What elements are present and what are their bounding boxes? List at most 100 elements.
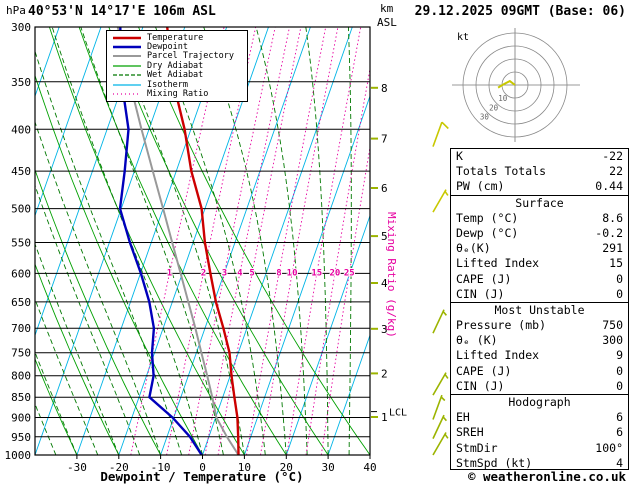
legend: Temperature Dewpoint Parcel Trajectory Dry … (106, 30, 248, 102)
stat-value: 15 (609, 256, 623, 271)
svg-text:900: 900 (11, 412, 31, 425)
svg-text:450: 450 (11, 165, 31, 178)
svg-text:0: 0 (199, 461, 206, 474)
parcel-curve (116, 27, 240, 455)
km-axis-labels: 8 7 6 5 4 3 2 1 (371, 82, 388, 424)
svg-text:750: 750 (11, 347, 31, 360)
svg-text:20: 20 (280, 461, 293, 474)
stat-row: Totals Totals 22 (451, 164, 628, 179)
stat-label: CIN (J) (456, 286, 505, 301)
svg-text:15: 15 (311, 268, 322, 278)
legend-line-sample (113, 74, 141, 76)
legend-line-sample (113, 55, 141, 58)
svg-text:10: 10 (287, 268, 298, 278)
svg-text:10: 10 (238, 461, 251, 474)
stat-section-title: Surface (451, 194, 628, 211)
stat-row: θₑ(K) 291 (451, 241, 628, 256)
legend-line-sample (113, 84, 141, 86)
svg-text:4: 4 (381, 277, 388, 290)
dewpoint-curve (118, 27, 203, 455)
stat-row: K -22 (451, 149, 628, 164)
plot-background: 1 2 3 4 5 8 10 15 20 25 (35, 27, 370, 455)
stat-label: K (456, 149, 463, 163)
svg-text:350: 350 (11, 76, 31, 89)
stat-row: CAPE (J) 0 (451, 364, 628, 379)
svg-text:300: 300 (11, 21, 31, 34)
stat-row: θₑ (K) 300 (451, 333, 628, 348)
copyright: © weatheronline.co.uk (467, 469, 626, 484)
stat-label: StmSpd (kt) (456, 455, 533, 470)
stat-label: EH (456, 410, 470, 425)
stat-label: CIN (J) (456, 378, 505, 393)
wind-barbs (432, 121, 449, 456)
stat-value: 6 (616, 410, 623, 425)
legend-label: Isotherm (147, 79, 188, 90)
svg-text:-30: -30 (67, 461, 87, 474)
svg-text:800: 800 (11, 370, 31, 383)
stat-section-title: Most Unstable (451, 301, 628, 318)
stat-value: -0.2 (595, 225, 623, 240)
km-unit-label: km (380, 2, 394, 15)
stat-label: PW (cm) (456, 179, 505, 194)
legend-item: Dry Adiabat (107, 61, 247, 71)
legend-line-sample (113, 45, 141, 49)
mixing-ratio-axis-label: Mixing Ratio (g/kg) (385, 212, 398, 338)
svg-text:-20: -20 (109, 461, 129, 474)
legend-label: Dewpoint (147, 42, 188, 53)
stat-row: StmDir 100° (451, 441, 628, 456)
stat-section-title: Hodograph (451, 394, 628, 410)
svg-text:2: 2 (201, 268, 206, 278)
stat-row: Pressure (mb) 750 (451, 318, 628, 333)
svg-text:2: 2 (381, 367, 388, 380)
stat-label: Temp (°C) (456, 210, 519, 225)
svg-text:6: 6 (381, 182, 388, 195)
stat-value: 100° (595, 440, 623, 455)
mixing-ratio-value-labels: 1 2 3 4 5 8 10 15 20 25 (166, 267, 356, 279)
stat-row: EH 6 (451, 410, 628, 425)
stat-label: θₑ (K) (456, 333, 498, 348)
stat-label: Lifted Index (456, 348, 540, 363)
svg-text:400: 400 (11, 123, 31, 136)
svg-text:1000: 1000 (5, 449, 32, 462)
svg-text:40: 40 (363, 461, 376, 474)
stat-row: PW (cm) 0.44 (451, 179, 628, 194)
stat-row: Temp (°C) 8.6 (451, 211, 628, 226)
legend-item: Temperature (107, 32, 247, 43)
stats-panel: K -22 Totals Totals 22 PW (cm) 0.44 Surface Tem… (450, 148, 629, 470)
svg-text:5: 5 (381, 230, 388, 243)
stat-row: Lifted Index 9 (451, 348, 628, 363)
stat-label: θₑ(K) (456, 241, 491, 256)
stat-value: 0 (616, 378, 623, 393)
svg-text:1: 1 (167, 268, 172, 278)
legend-item: Mixing Ratio (107, 89, 247, 99)
stat-value: 0 (616, 286, 623, 301)
stat-label: Dewp (°C) (456, 225, 519, 240)
stat-value: 6 (616, 425, 623, 440)
stat-value: 291 (602, 241, 623, 256)
isotherms (35, 27, 370, 455)
legend-line-sample (113, 36, 141, 39)
temperature-curve (166, 27, 240, 455)
svg-text:25: 25 (344, 268, 355, 278)
legend-item: Isotherm (107, 79, 247, 90)
station-title: 40°53'N 14°17'E 106m ASL (28, 4, 216, 19)
stat-value: 22 (609, 164, 623, 179)
svg-text:4: 4 (237, 268, 243, 278)
stat-value: 9 (616, 348, 623, 363)
legend-item: Parcel Trajectory (107, 51, 247, 61)
svg-text:8: 8 (276, 268, 281, 278)
hodograph-ring-label: 20 (489, 103, 499, 112)
temperature-axis-labels: -30 -20 -10 0 10 20 30 40 (67, 455, 377, 474)
svg-text:1: 1 (381, 411, 388, 424)
svg-text:LCL: LCL (389, 408, 407, 419)
svg-text:3: 3 (222, 268, 227, 278)
pressure-axis-labels: 300 350 400 450 500 550 600 650 700 750 800 850 900 9… (5, 21, 32, 462)
stat-row: CIN (J) 0 (451, 379, 628, 394)
datetime: 29.12.2025 09GMT (Base: 06) (414, 4, 626, 19)
stat-value: 8.6 (602, 210, 623, 225)
svg-text:5: 5 (249, 268, 254, 278)
legend-label: Temperature (147, 32, 204, 43)
legend-line-sample (113, 93, 141, 95)
